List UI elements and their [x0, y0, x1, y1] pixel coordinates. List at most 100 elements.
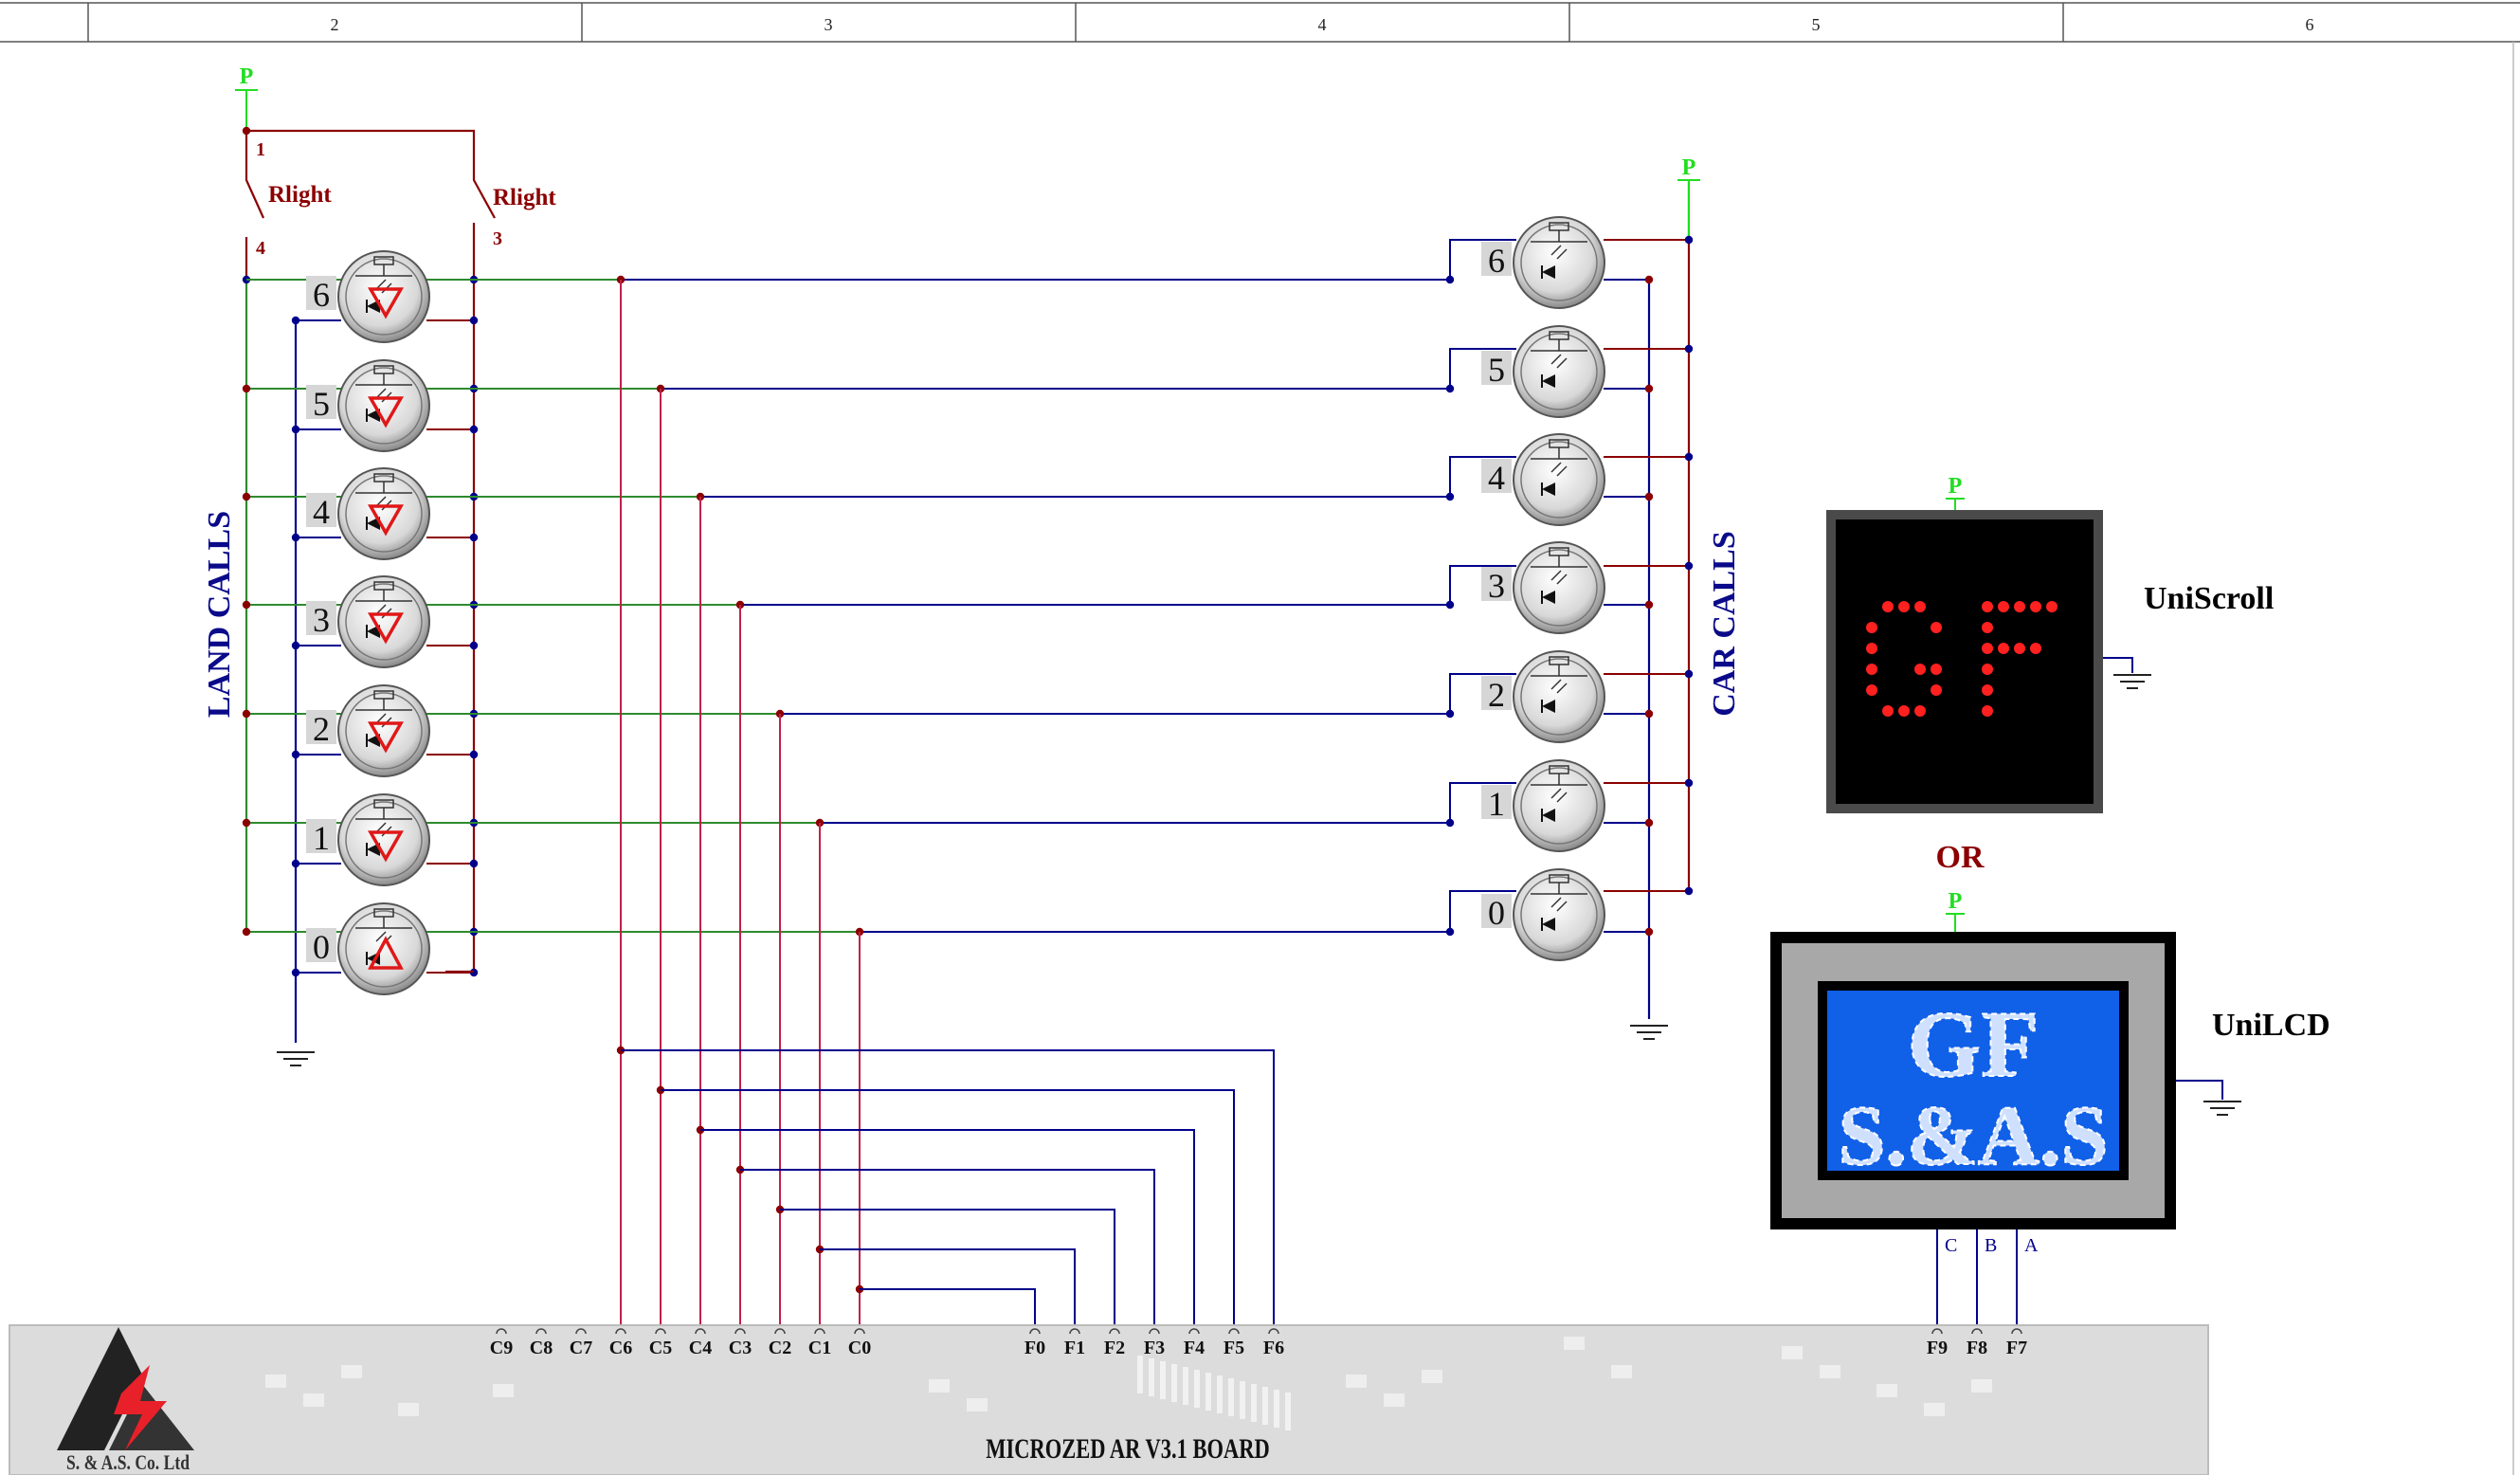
power-label-p: P	[1949, 474, 1963, 499]
board-pin-f4: F4	[1184, 1338, 1205, 1358]
button-ring	[1520, 333, 1598, 410]
led-ray	[1556, 357, 1568, 369]
button-number-box	[1481, 785, 1512, 819]
button-ring	[345, 367, 423, 445]
junction-dot	[1445, 927, 1455, 937]
or-label: OR	[1936, 840, 1985, 875]
led-dot	[1882, 705, 1894, 717]
junction-dot	[291, 533, 300, 542]
button-number-box	[1481, 351, 1512, 385]
button-ring	[345, 258, 423, 336]
board-pin-c9: C9	[490, 1338, 513, 1358]
unilcd-line1: GF	[1908, 992, 2040, 1097]
land-button-0: 0	[306, 902, 430, 995]
land-button-4: 4	[306, 467, 430, 560]
board-pin-f5: F5	[1224, 1338, 1244, 1358]
led-diode	[1542, 591, 1555, 604]
led-dot	[1931, 622, 1942, 633]
junction-dot	[1644, 384, 1654, 393]
button-number-box	[306, 601, 336, 635]
button-number-box	[306, 819, 336, 853]
relay-label-left: Rlight	[268, 182, 332, 208]
button-ring	[345, 475, 423, 553]
board-pad	[1924, 1403, 1945, 1416]
board-pad	[398, 1403, 419, 1416]
board-pad	[1971, 1379, 1992, 1393]
unilcd-label: UniLCD	[2212, 1008, 2330, 1043]
car-button-1: 1	[1481, 759, 1605, 852]
pin-socket	[655, 1328, 666, 1335]
board-pad	[303, 1393, 324, 1407]
junction-dot	[242, 384, 251, 393]
board-pin-c3: C3	[729, 1338, 752, 1358]
lcd-pin-label: B	[1985, 1235, 1997, 1256]
uniscroll-led-matrix	[1866, 601, 2058, 717]
junction-dot	[469, 641, 479, 650]
junction-dot	[291, 425, 300, 434]
board-pin-f9: F9	[1927, 1338, 1948, 1358]
lcd-pin-label: A	[2024, 1235, 2039, 1256]
junction-dot	[469, 533, 479, 542]
button-bezel	[337, 902, 430, 995]
button-number: 2	[1488, 676, 1505, 714]
led-dot	[1982, 684, 1993, 696]
car-button-6: 6	[1481, 216, 1605, 309]
button-bezel	[1513, 868, 1605, 961]
button-bezel	[1513, 650, 1605, 743]
board-title: MICROZED AR V3.1 BOARD	[986, 1432, 1269, 1465]
junction-dot	[1684, 561, 1694, 571]
junction-dot	[242, 709, 251, 719]
button-number-box	[1481, 676, 1512, 710]
led-dot	[2014, 601, 2025, 612]
power-label-p: P	[1682, 155, 1696, 180]
button-ring	[345, 801, 423, 879]
button-number-box	[306, 276, 336, 310]
led-dot	[1898, 705, 1910, 717]
land-button-1: 1	[306, 793, 430, 886]
pin-socket	[1268, 1328, 1279, 1335]
board-connector-pin	[1251, 1384, 1257, 1422]
pin-socket	[1149, 1328, 1160, 1335]
relay-contact-right	[246, 129, 496, 219]
junction-dot	[242, 492, 251, 501]
button-ring	[345, 692, 423, 770]
board-connector-pin	[1228, 1378, 1234, 1416]
button-number: 5	[313, 385, 330, 423]
junction-dot	[1644, 818, 1654, 828]
relay-pin-1: 1	[256, 139, 265, 160]
uniscroll-label: UniScroll	[2144, 581, 2274, 616]
board-connector-pin	[1274, 1390, 1279, 1428]
junction-dot	[1445, 492, 1455, 501]
board-pin-c4: C4	[689, 1338, 712, 1358]
pin-socket	[1971, 1328, 1983, 1335]
junction-dot	[291, 859, 300, 868]
board-decoration	[265, 1337, 1992, 1430]
land-button-2: 2	[306, 684, 430, 777]
led-diode	[1542, 809, 1555, 822]
power-labels: P P P P	[240, 64, 1965, 932]
f-pin-wire	[740, 1169, 1155, 1332]
led-ray	[1550, 679, 1562, 690]
button-number: 1	[1488, 785, 1505, 823]
led-ray	[1556, 248, 1568, 260]
junction-dot	[1684, 778, 1694, 788]
pin-socket	[535, 1328, 547, 1335]
button-number-box	[1481, 567, 1512, 601]
button-bezel	[1513, 433, 1605, 526]
f-pin-wire	[661, 1089, 1235, 1332]
pin-socket	[814, 1328, 825, 1335]
button-number-box	[1481, 242, 1512, 276]
led-dot	[1882, 601, 1894, 612]
button-number-box	[306, 710, 336, 744]
pin-socket	[1228, 1328, 1240, 1335]
junction-dot	[1684, 452, 1694, 462]
led-dot	[2030, 643, 2041, 654]
led-dot	[1998, 643, 2009, 654]
car-button-3: 3	[1481, 541, 1605, 634]
board-pins: C9 C8 C7 C6 C5 C4 C3 C2 C1 C0 F0 F1 F2 F3 F4 F5 F6 F9 F8 F7	[490, 1328, 2027, 1358]
pin-socket	[575, 1328, 587, 1335]
led-ray	[1550, 245, 1562, 256]
button-bezel	[337, 250, 430, 343]
land-calls-title: LAND CALLS	[202, 511, 237, 718]
button-number: 6	[1488, 242, 1505, 280]
